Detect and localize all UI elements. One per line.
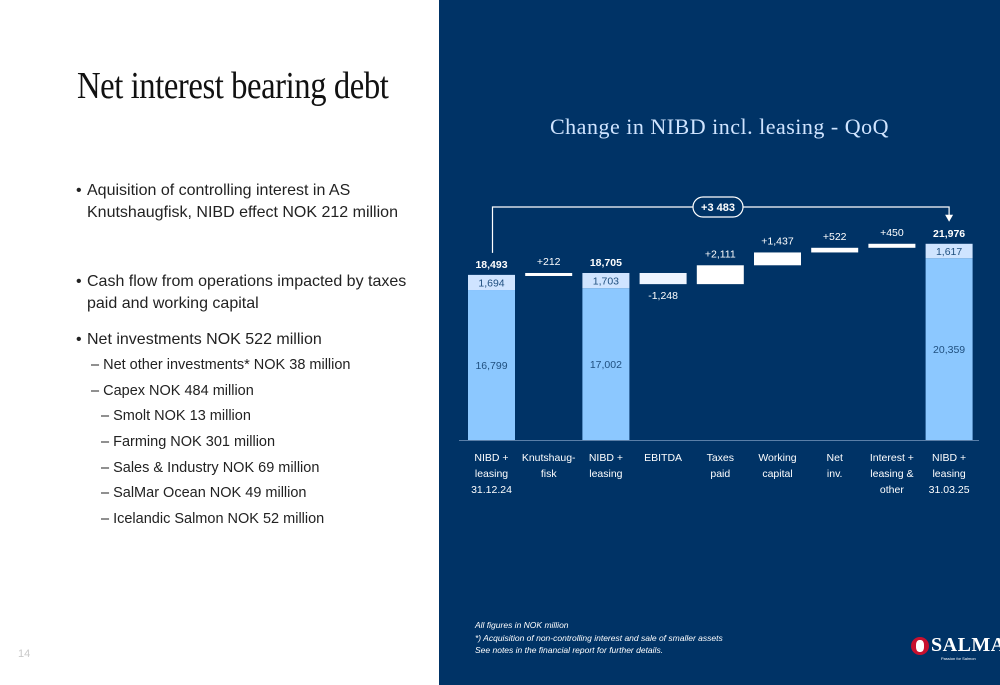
total-value-label: 21,976 — [933, 228, 965, 240]
sub-sub-bullet: – Sales & Industry NOK 69 million — [101, 460, 320, 476]
chart-panel: Change in NIBD incl. leasing - QoQ 16,79… — [439, 0, 1000, 685]
delta-bar — [525, 272, 573, 276]
delta-value-label: +1,437 — [761, 235, 794, 247]
bullet-dot: • — [76, 182, 82, 199]
change-badge — [692, 196, 744, 218]
bar-segment-nibd — [582, 288, 630, 440]
category-label: Taxes — [707, 452, 734, 464]
segment-value-label: 20,359 — [933, 344, 965, 356]
bar-segment-nibd — [925, 258, 973, 440]
delta-value-label: -1,248 — [648, 290, 678, 302]
category-label: NIBD + — [932, 452, 966, 464]
category-label: Knutshaug- — [522, 452, 576, 464]
delta-bar — [639, 272, 687, 285]
category-label: EBITDA — [644, 452, 682, 464]
total-value-label: 18,705 — [590, 257, 622, 269]
delta-value-label: +212 — [537, 256, 561, 268]
change-label: +3 483 — [701, 202, 735, 214]
category-label: leasing — [475, 468, 508, 480]
segment-value-label: 1,703 — [593, 276, 619, 288]
sub-sub-bullet: – Smolt NOK 13 million — [101, 408, 251, 424]
logo-wordmark: SALMAR — [931, 634, 1000, 656]
category-label: capital — [762, 468, 792, 480]
chart-title: Change in NIBD incl. leasing - QoQ — [550, 114, 889, 139]
category-label: other — [880, 484, 904, 496]
bullet-dot: • — [76, 273, 82, 290]
total-value-label: 18,493 — [475, 259, 507, 271]
category-label: Net — [827, 452, 843, 464]
waterfall-chart: 16,799 1,694 18,493 NIBD + leasing 31.12.24 +2… — [459, 196, 979, 496]
bullet-item: • Aquisition of controlling interest in … — [76, 180, 416, 224]
delta-value-label: +522 — [823, 231, 847, 243]
category-label: Interest + — [870, 452, 914, 464]
arrow-down-icon — [945, 214, 954, 222]
sub-bullet: – Capex NOK 484 million — [91, 383, 254, 399]
category-label: 31.03.25 — [929, 484, 970, 496]
salmar-logo: SALMAR Passion for Salmon — [911, 634, 1000, 661]
category-label: inv. — [827, 468, 843, 480]
category-label: fisk — [541, 468, 558, 480]
category-label: leasing — [932, 468, 965, 480]
delta-value-label: +450 — [880, 227, 904, 239]
category-label: leasing & — [870, 468, 913, 480]
delta-bar — [696, 265, 744, 285]
segment-value-label: 17,002 — [590, 359, 622, 371]
left-panel: Net interest bearing debt • Aquisition o… — [0, 0, 439, 685]
footnote-line: See notes in the financial report for fu… — [475, 645, 664, 655]
page-title: Net interest bearing debt — [77, 65, 389, 107]
footnote-line: All figures in NOK million — [475, 620, 569, 630]
segment-value-label: 16,799 — [475, 360, 507, 372]
segment-value-label: 1,617 — [936, 246, 962, 258]
category-label: paid — [710, 468, 730, 480]
logo-tagline: Passion for Salmon — [941, 656, 976, 661]
bullet-item: • Cash flow from operations impacted by … — [76, 271, 416, 315]
bullet-text: Net investments NOK 522 million — [87, 331, 322, 348]
delta-bar — [754, 252, 801, 266]
bar-segment-leasing — [925, 243, 973, 259]
category-label: NIBD + — [589, 452, 623, 464]
salmon-logo-icon — [911, 636, 929, 655]
delta-bar — [868, 243, 916, 248]
delta-bar — [811, 247, 859, 253]
category-label: leasing — [589, 468, 622, 480]
bullet-dot: • — [76, 331, 82, 348]
page-number: 14 — [18, 648, 31, 660]
sub-sub-bullet: – Farming NOK 301 million — [101, 434, 276, 450]
bullet-text: Cash flow from operations impacted by ta… — [87, 273, 407, 312]
category-label: Working — [758, 452, 796, 464]
footnote-line: *) Acquisition of non-controlling intere… — [475, 632, 723, 643]
bullet-text: Aquisition of controlling interest in AS… — [87, 182, 398, 221]
bar-segment-nibd — [468, 290, 515, 440]
category-label: NIBD + — [474, 452, 508, 464]
sub-sub-bullet: – SalMar Ocean NOK 49 million — [101, 485, 307, 501]
segment-value-label: 1,694 — [478, 277, 504, 289]
bullet-item: • Net investments NOK 522 million — [76, 329, 416, 351]
bar-segment-leasing — [468, 274, 515, 291]
delta-value-label: +2,111 — [705, 248, 736, 260]
bar-segment-leasing — [582, 272, 630, 289]
sub-bullet: – Net other investments* NOK 38 million — [91, 357, 351, 373]
category-label: 31.12.24 — [471, 484, 512, 496]
footnotes: All figures in NOK million *) Acquisitio… — [475, 619, 723, 657]
sub-sub-bullet: – Icelandic Salmon NOK 52 million — [101, 511, 325, 527]
